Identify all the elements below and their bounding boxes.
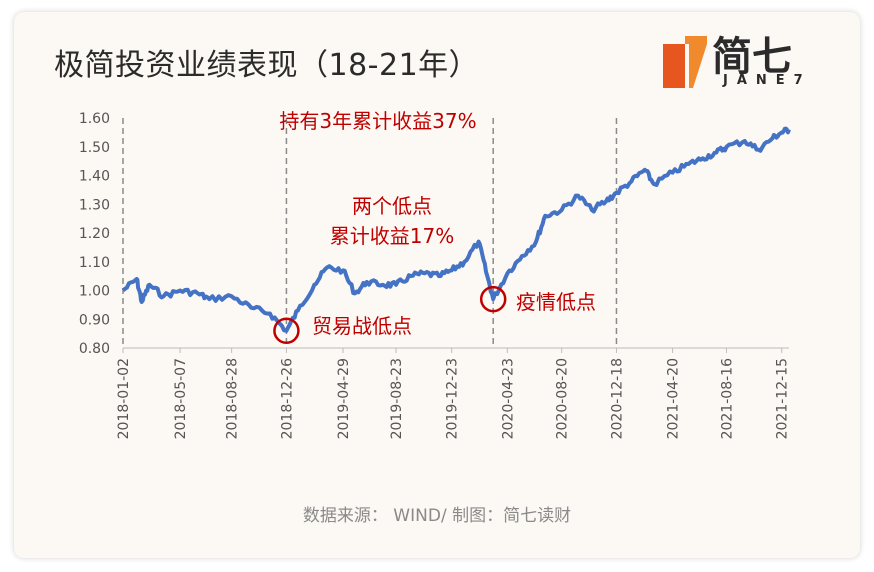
low-point-markers	[273, 285, 507, 344]
y-tick-label: 1.60	[79, 111, 110, 127]
low-point-circle	[273, 317, 300, 344]
data-source: 数据来源： WIND/ 制图：简七读财	[302, 506, 572, 526]
x-tick-label: 2021-12-15	[775, 358, 791, 439]
x-tick-label: 2019-12-23	[445, 358, 461, 439]
x-tick-label: 2021-08-16	[719, 358, 735, 439]
annotation-two-lows: 两个低点	[352, 194, 432, 218]
chart-card	[14, 12, 860, 558]
annotation-covid-low: 疫情低点	[516, 290, 596, 314]
annotation-trade-war-low: 贸易战低点	[312, 314, 412, 338]
low-point-circle	[479, 285, 507, 313]
x-tick-label: 2018-01-02	[116, 358, 132, 439]
x-tick-label: 2019-04-29	[336, 358, 352, 439]
page-title: 极简投资业绩表现（18-21年）	[54, 48, 480, 83]
x-tick-label: 2021-04-20	[666, 358, 682, 439]
y-tick-label: 1.30	[79, 197, 110, 213]
x-tick-label: 2018-05-07	[173, 358, 189, 439]
y-axis: 0.80 0.90 1.00 1.10 1.20 1.30 1.40 1.50 1.60	[79, 111, 110, 357]
series-line	[121, 126, 791, 333]
x-tick-label: 2020-04-23	[500, 358, 516, 439]
x-tick-label: 2020-08-20	[555, 358, 571, 439]
x-tick-label: 2018-08-28	[225, 358, 241, 439]
y-tick-label: 1.40	[79, 169, 110, 185]
y-tick-label: 0.80	[79, 341, 110, 357]
reference-lines	[122, 118, 618, 348]
annotation-return-17: 累计收益17%	[330, 224, 454, 248]
y-tick-label: 1.50	[79, 140, 110, 156]
logo-sub: JANE7	[723, 73, 812, 88]
y-tick-label: 0.90	[79, 312, 110, 328]
logo: 简七 JANE7	[655, 30, 825, 94]
x-tick-label: 2020-12-18	[609, 358, 625, 439]
x-tick-label: 2018-12-26	[279, 358, 295, 439]
y-tick-label: 1.00	[79, 284, 110, 300]
x-tick-label: 2019-08-23	[389, 358, 405, 439]
logo-mark-icon	[663, 36, 707, 88]
logo-name: 简七	[712, 34, 792, 80]
x-axis: 2018-01-02 2018-05-07 2018-08-28 2018-12-26…	[116, 347, 791, 439]
y-tick-label: 1.20	[79, 226, 110, 242]
annotation-total-return: 持有3年累计收益37%	[279, 109, 476, 133]
y-tick-label: 1.10	[79, 255, 110, 271]
